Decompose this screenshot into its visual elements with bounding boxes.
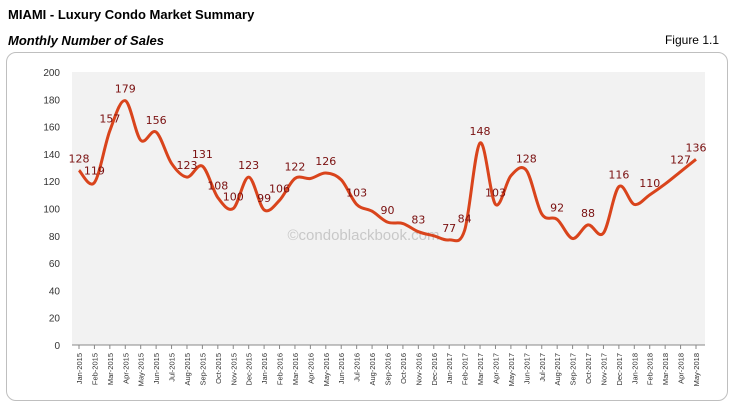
data-label: 77: [442, 222, 456, 235]
x-tick-label: Jan-2016: [260, 353, 269, 384]
x-tick-label: May-2017: [507, 353, 516, 386]
data-label: 106: [269, 182, 290, 195]
data-label: 116: [608, 169, 629, 182]
x-tick-label: Oct-2015: [214, 353, 223, 384]
x-tick-label: May-2018: [692, 353, 701, 386]
x-tick-label: Nov-2017: [599, 353, 608, 386]
data-label: 128: [516, 152, 537, 165]
x-tick-label: Jul-2016: [353, 353, 362, 382]
data-label: 119: [84, 165, 105, 178]
data-label: 128: [69, 152, 90, 165]
x-tick-label: Dec-2015: [245, 353, 254, 386]
y-tick-label: 120: [43, 177, 60, 188]
data-label: 103: [485, 186, 506, 199]
x-tick-label: Feb-2016: [276, 353, 285, 385]
x-tick-label: Jun-2016: [337, 353, 346, 384]
data-label: 123: [176, 159, 197, 172]
x-tick-label: Feb-2017: [461, 353, 470, 385]
y-tick-label: 140: [43, 150, 60, 161]
plot-area: [72, 72, 705, 345]
data-label: 84: [458, 212, 472, 225]
data-label: 122: [284, 160, 305, 173]
data-label: 136: [686, 141, 707, 154]
data-label: 110: [639, 177, 660, 190]
data-label: 179: [115, 83, 136, 96]
x-tick-label: Jun-2015: [152, 353, 161, 384]
x-tick-label: Aug-2015: [183, 353, 192, 386]
y-tick-label: 40: [49, 286, 61, 297]
x-tick-label: Jun-2017: [522, 353, 531, 384]
y-tick-label: 160: [43, 123, 60, 134]
data-label: 100: [223, 191, 244, 204]
data-label: 90: [381, 204, 395, 217]
series-line: [77, 99, 697, 243]
data-label: 156: [146, 114, 167, 127]
x-tick-label: Oct-2017: [584, 353, 593, 384]
data-label: 88: [581, 207, 595, 220]
data-label: 157: [99, 113, 120, 126]
x-tick-label: Apr-2016: [306, 353, 315, 384]
x-tick-label: Dec-2017: [615, 353, 624, 386]
x-tick-label: Sep-2016: [384, 353, 393, 386]
data-label: 123: [238, 159, 259, 172]
y-tick-label: 100: [43, 205, 60, 216]
data-label: 126: [315, 155, 336, 168]
data-label: 108: [207, 180, 228, 193]
x-tick-label: Feb-2018: [646, 353, 655, 385]
y-tick-label: 20: [49, 314, 61, 325]
data-label: 103: [346, 186, 367, 199]
data-label: 83: [411, 214, 425, 227]
x-tick-label: Aug-2016: [368, 353, 377, 386]
x-tick-label: Apr-2018: [677, 353, 686, 384]
chart-subtitle: Monthly Number of Sales: [8, 33, 165, 48]
x-tick-label: Oct-2016: [399, 353, 408, 384]
x-tick-label: Apr-2015: [121, 353, 130, 384]
x-tick-label: Mar-2018: [661, 353, 670, 385]
y-tick-label: 0: [54, 341, 60, 352]
y-tick-label: 80: [49, 232, 61, 243]
x-tick-label: Nov-2016: [414, 353, 423, 386]
x-tick-label: Mar-2015: [106, 353, 115, 385]
y-tick-label: 60: [49, 259, 61, 270]
y-tick-label: 180: [43, 95, 60, 106]
x-tick-label: Jul-2017: [538, 353, 547, 382]
report-title: MIAMI - Luxury Condo Market Summary: [8, 7, 255, 22]
watermark: ©condoblackbook.com: [288, 227, 440, 244]
data-label: 131: [192, 148, 213, 161]
data-label: 127: [670, 154, 691, 167]
x-tick-label: Apr-2017: [491, 353, 500, 384]
x-tick-label: May-2015: [137, 353, 146, 386]
figure-label: Figure 1.1: [664, 33, 719, 47]
data-label: 92: [550, 201, 564, 214]
x-tick-label: Sep-2015: [198, 353, 207, 386]
x-tick-label: Jan-2017: [445, 353, 454, 384]
chart-frame: [6, 52, 728, 401]
data-label: 99: [257, 192, 271, 205]
x-tick-label: Feb-2015: [90, 353, 99, 385]
x-tick-label: May-2016: [322, 353, 331, 386]
x-tick-label: Aug-2017: [553, 353, 562, 386]
x-tick-label: Jan-2018: [630, 353, 639, 384]
x-tick-label: Jan-2015: [75, 353, 84, 384]
x-tick-label: Sep-2017: [569, 353, 578, 386]
x-tick-label: Mar-2016: [291, 353, 300, 385]
data-label: 148: [470, 125, 491, 138]
x-tick-label: Dec-2016: [430, 353, 439, 386]
y-tick-label: 200: [43, 68, 60, 79]
x-tick-label: Nov-2015: [229, 353, 238, 386]
x-tick-label: Jul-2015: [168, 353, 177, 382]
x-tick-label: Mar-2017: [476, 353, 485, 385]
